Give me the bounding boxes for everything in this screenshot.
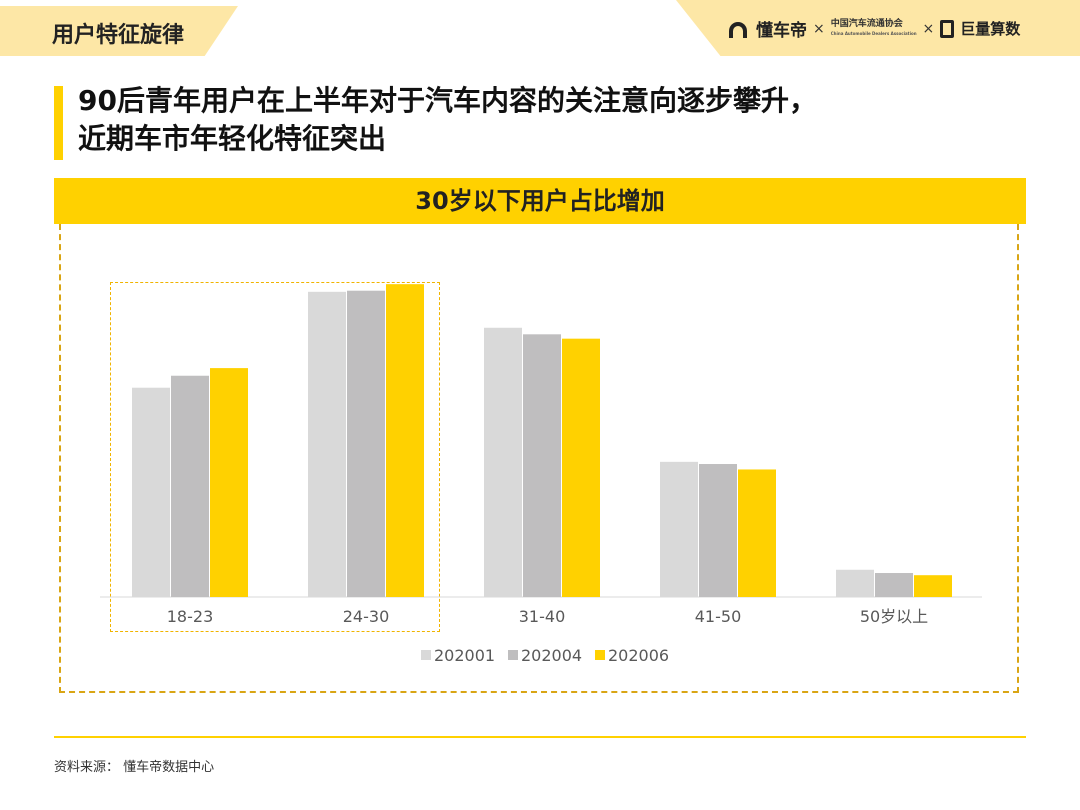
bar-202004-1: [347, 290, 385, 597]
x-tick-label: 18-23: [167, 607, 214, 626]
bar-202006-1: [386, 284, 424, 597]
x-tick-label: 24-30: [343, 607, 390, 626]
bar-202001-4: [836, 569, 874, 597]
bar-202004-2: [523, 334, 561, 597]
headline-line-2: 近期车市年轻化特征突出: [78, 122, 387, 155]
cada-logo-subtext: China Automobile Dealers Association: [830, 30, 917, 36]
dongchedi-logo-icon: [728, 20, 750, 38]
bar-202006-0: [210, 368, 248, 597]
bar-202001-3: [660, 461, 698, 597]
headline-accent-bar: [54, 86, 63, 160]
highlight-box-under-30: [110, 282, 440, 632]
brand-logos: 懂车帝 × 中国汽车流通协会 China Automobile Dealers …: [728, 16, 1020, 41]
ocean-engine-logo-text: 巨量算数: [960, 20, 1021, 38]
bar-202001-2: [484, 327, 522, 597]
bar-202006-2: [562, 338, 600, 597]
chart-title-band: 30岁以下用户占比增加: [54, 178, 1026, 224]
page-headline: 90后青年用户在上半年对于汽车内容的关注意向逐步攀升， 近期车市年轻化特征突出: [78, 82, 817, 158]
legend-swatch-202001: [421, 650, 431, 660]
collab-times-1: ×: [813, 20, 825, 37]
bar-202004-4: [875, 573, 913, 597]
legend-label-202001: 202001: [434, 646, 495, 665]
cada-logo: 中国汽车流通协会 China Automobile Dealers Associ…: [831, 19, 917, 39]
dongchedi-logo-text: 懂车帝: [756, 21, 807, 41]
bar-202001-1: [308, 291, 346, 597]
bar-202006-3: [738, 469, 776, 597]
legend-swatch-202004: [508, 650, 518, 660]
footer-source: 资料来源： 懂车帝数据中心: [54, 760, 215, 775]
collab-times-2: ×: [922, 20, 935, 37]
ocean-engine-logo-icon: [940, 19, 955, 38]
footer-divider: [54, 736, 1026, 738]
x-tick-label: 31-40: [519, 607, 566, 626]
chart-title: 30岁以下用户占比增加: [415, 187, 665, 215]
bar-202001-0: [132, 387, 170, 597]
legend-label-202004: 202004: [521, 646, 582, 665]
legend-label-202006: 202006: [608, 646, 669, 665]
bar-202004-0: [171, 375, 209, 597]
section-tab-label: 用户特征旋律: [52, 23, 185, 48]
bar-202006-4: [914, 575, 952, 597]
cada-logo-text: 中国汽车流通协会: [830, 18, 903, 29]
chart-frame: [59, 224, 1019, 693]
legend-swatch-202006: [595, 650, 605, 660]
x-tick-label: 50岁以上: [860, 607, 928, 626]
bar-202004-3: [699, 464, 737, 597]
section-tab: 用户特征旋律: [0, 6, 238, 56]
headline-line-1: 90后青年用户在上半年对于汽车内容的关注意向逐步攀升，: [78, 84, 817, 117]
x-tick-label: 41-50: [695, 607, 742, 626]
